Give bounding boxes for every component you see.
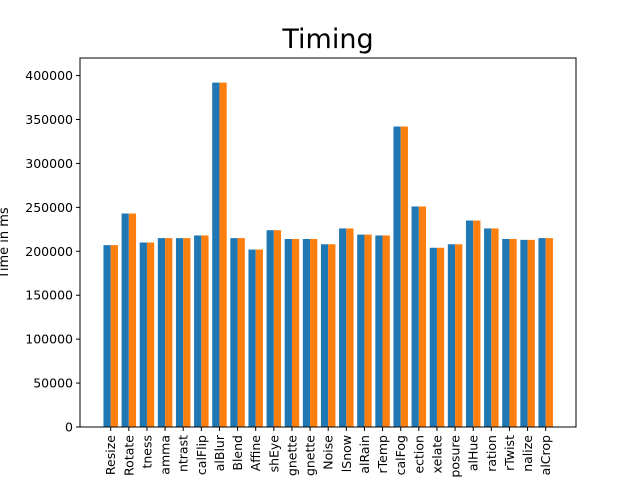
bar-s2-2 xyxy=(146,242,155,427)
bar-s1-6 xyxy=(212,82,220,427)
bar-s1-20 xyxy=(465,220,474,427)
bar-s2-5 xyxy=(201,235,209,427)
bar-s1-23 xyxy=(520,239,528,427)
bar-s1-15 xyxy=(375,235,383,427)
bar-s2-9 xyxy=(273,230,282,427)
bar-s2-6 xyxy=(219,82,227,427)
x-tick-label-6: alBlur xyxy=(212,434,227,471)
x-tick-label-14: alRain xyxy=(357,435,372,474)
bar-s1-18 xyxy=(429,247,437,427)
plot-frame xyxy=(79,57,577,428)
bar-s2-18 xyxy=(436,247,445,427)
bar-s1-14 xyxy=(357,234,365,427)
y-tick-label-8: 400000 xyxy=(25,68,73,83)
bar-s1-2 xyxy=(139,242,147,427)
bar-s1-19 xyxy=(447,244,456,427)
x-tick-label-9: shEye xyxy=(266,435,281,473)
x-tick-label-13: lSnow xyxy=(339,435,354,472)
x-tick-label-12: Noise xyxy=(321,435,336,470)
bar-s2-13 xyxy=(346,228,354,427)
bar-s1-12 xyxy=(320,244,329,427)
bar-s1-10 xyxy=(284,238,292,427)
bar-s2-8 xyxy=(255,249,263,427)
bar-s2-14 xyxy=(364,234,372,427)
bar-s2-0 xyxy=(110,245,118,427)
y-tick-label-6: 300000 xyxy=(25,156,73,171)
x-tick-label-5: calFlip xyxy=(194,435,209,475)
bar-s1-9 xyxy=(266,230,274,427)
x-tick-label-11: gnette xyxy=(303,435,318,476)
bar-s1-8 xyxy=(248,249,256,427)
x-tick-label-16: calFog xyxy=(393,435,408,475)
bar-s2-21 xyxy=(491,228,499,427)
y-tick-label-1: 50000 xyxy=(33,376,73,391)
bar-s2-22 xyxy=(509,238,517,427)
bar-s2-11 xyxy=(310,238,318,427)
x-tick-label-7: Blend xyxy=(230,435,245,471)
bar-s2-1 xyxy=(128,213,137,427)
bar-s1-16 xyxy=(393,126,401,428)
bar-s1-0 xyxy=(103,245,111,427)
y-tick-label-2: 100000 xyxy=(25,332,73,347)
x-tick-label-10: gnette xyxy=(284,435,299,476)
bar-s2-19 xyxy=(455,244,463,427)
x-tick-label-8: Affine xyxy=(248,435,263,472)
y-tick-label-5: 250000 xyxy=(25,200,73,215)
y-tick-label-7: 350000 xyxy=(25,112,73,127)
bar-s2-10 xyxy=(291,238,300,427)
x-tick-label-23: nalize xyxy=(520,435,535,472)
bar-s2-4 xyxy=(183,238,191,427)
bar-s2-20 xyxy=(473,220,481,427)
x-tick-label-21: ration xyxy=(484,435,499,472)
x-tick-label-2: tness xyxy=(139,435,154,469)
x-tick-label-4: ntrast xyxy=(176,435,191,472)
y-tick-label-4: 200000 xyxy=(25,244,73,259)
bar-s2-16 xyxy=(400,126,408,428)
bar-s1-1 xyxy=(121,213,129,427)
x-tick-label-19: posure xyxy=(448,435,463,478)
x-tick-label-1: Rotate xyxy=(121,435,136,476)
x-tick-label-24: alCrop xyxy=(538,435,553,475)
x-tick-label-3: amma xyxy=(158,435,173,475)
bar-s2-7 xyxy=(237,238,245,427)
y-tick-label-0: 0 xyxy=(65,420,73,435)
bar-s2-12 xyxy=(328,244,336,427)
bar-s2-3 xyxy=(165,238,173,427)
y-tick-label-3: 150000 xyxy=(25,288,73,303)
bar-s1-3 xyxy=(157,238,166,427)
y-axis: 0 50000 100000 150000 200000 250000 300000 3500… xyxy=(25,68,80,435)
x-tick-label-15: rTemp xyxy=(375,435,390,474)
chart-title: Timing xyxy=(281,24,373,55)
x-tick-label-17: ection xyxy=(411,435,426,474)
x-axis: Resize Rotate tness amma ntrast calFlip alBlur… xyxy=(103,427,553,478)
bar-s1-13 xyxy=(339,228,347,427)
x-tick-label-22: rTwist xyxy=(502,435,517,471)
bar-s2-24 xyxy=(545,238,553,427)
x-tick-label-20: alHue xyxy=(466,435,481,471)
bar-s1-21 xyxy=(484,228,492,427)
x-tick-label-18: xelate xyxy=(429,435,444,474)
bar-s2-17 xyxy=(418,206,427,427)
x-tick-label-0: Resize xyxy=(103,435,118,475)
bars-layer xyxy=(103,82,553,428)
bar-s1-22 xyxy=(502,238,510,427)
bar-s2-23 xyxy=(527,239,535,427)
bar-s1-4 xyxy=(175,238,184,427)
y-axis-label: Time in ms xyxy=(0,207,12,280)
bar-s2-15 xyxy=(382,235,390,427)
bar-s1-24 xyxy=(538,238,546,427)
bar-s1-5 xyxy=(194,235,202,427)
bar-s1-7 xyxy=(230,238,238,427)
bar-s1-11 xyxy=(302,238,311,427)
bar-s1-17 xyxy=(411,206,419,427)
